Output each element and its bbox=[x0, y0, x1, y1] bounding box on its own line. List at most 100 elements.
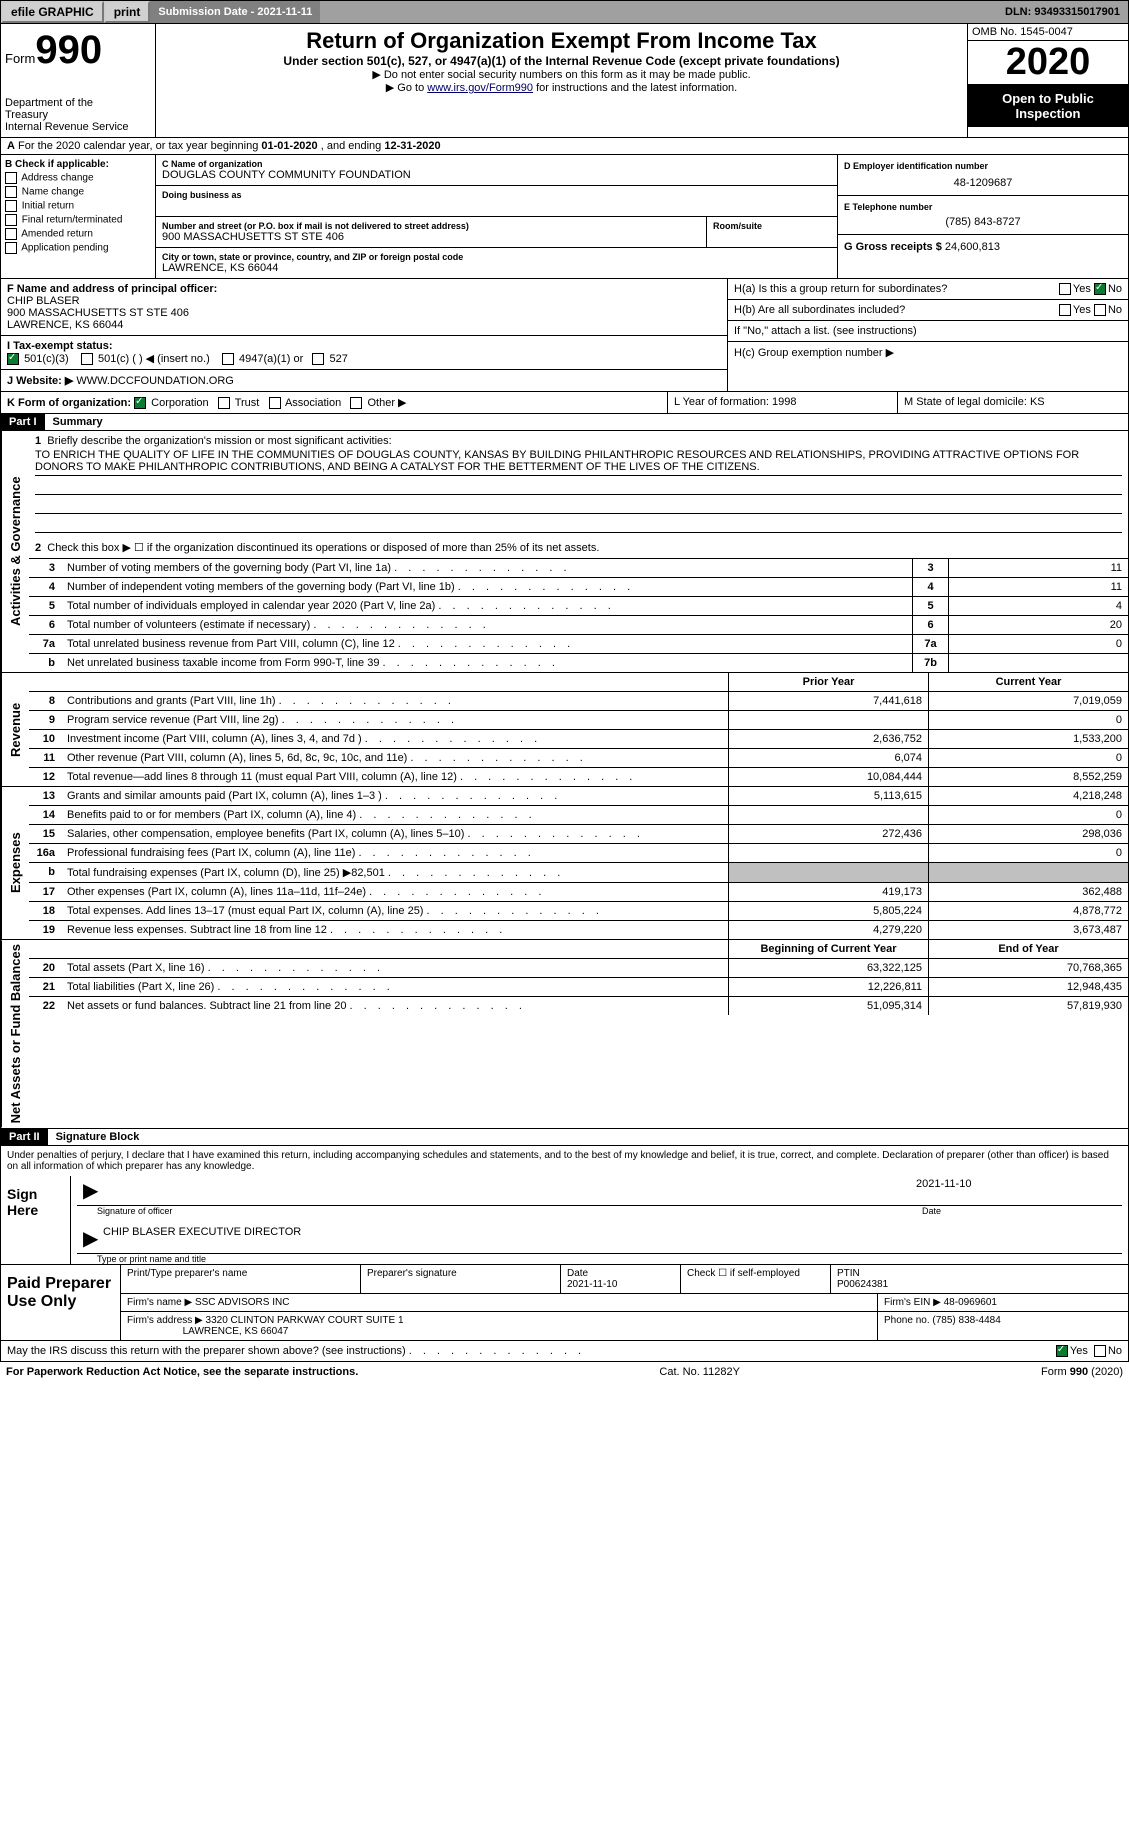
prep-date-val: 2021-11-10 bbox=[567, 1279, 617, 1290]
line-13: 13Grants and similar amounts paid (Part … bbox=[29, 787, 1128, 806]
j-lbl: J Website: ▶ bbox=[7, 375, 73, 387]
sig-officer-lbl: Signature of officer bbox=[97, 1206, 922, 1216]
g-lbl: G Gross receipts $ bbox=[844, 241, 942, 253]
k-lbl: K Form of organization: bbox=[7, 397, 131, 409]
phone-val: (785) 843-8727 bbox=[844, 216, 1122, 228]
city-lbl: City or town, state or province, country… bbox=[162, 252, 831, 262]
open-inspection: Open to Public Inspection bbox=[968, 85, 1128, 127]
omb-number: OMB No. 1545-0047 bbox=[968, 24, 1128, 41]
form-header: Form990 Department of theTreasuryInterna… bbox=[0, 24, 1129, 138]
firm-phone: (785) 838-4484 bbox=[932, 1315, 1000, 1326]
chk-trust[interactable] bbox=[218, 397, 230, 409]
summary-line-b: bNet unrelated business taxable income f… bbox=[29, 654, 1128, 672]
f-city: LAWRENCE, KS 66044 bbox=[7, 319, 721, 331]
paid-title: Paid Preparer Use Only bbox=[1, 1265, 121, 1340]
print-button[interactable]: print bbox=[104, 1, 151, 23]
ein-val: 48-1209687 bbox=[844, 177, 1122, 189]
form-id-cell: Form990 Department of theTreasuryInterna… bbox=[1, 24, 156, 137]
chk-amended[interactable]: Amended return bbox=[5, 228, 151, 240]
title-cell: Return of Organization Exempt From Incom… bbox=[156, 24, 968, 137]
chk-name-change[interactable]: Name change bbox=[5, 186, 151, 198]
part2-header: Part II Signature Block bbox=[0, 1129, 1129, 1146]
part1-num: Part I bbox=[1, 414, 45, 430]
chk-501c3[interactable] bbox=[7, 353, 19, 365]
line-16a: 16aProfessional fundraising fees (Part I… bbox=[29, 844, 1128, 863]
prep-name-lbl: Print/Type preparer's name bbox=[127, 1268, 247, 1279]
website-val: WWW.DCCFOUNDATION.ORG bbox=[76, 375, 233, 387]
firm-phone-lbl: Phone no. bbox=[884, 1315, 930, 1326]
chk-address-change[interactable]: Address change bbox=[5, 172, 151, 184]
chk-4947[interactable] bbox=[222, 353, 234, 365]
hb-yes[interactable] bbox=[1059, 304, 1071, 316]
line-15: 15Salaries, other compensation, employee… bbox=[29, 825, 1128, 844]
city-val: LAWRENCE, KS 66044 bbox=[162, 262, 831, 274]
inst2-post: for instructions and the latest informat… bbox=[533, 82, 737, 94]
chk-corp[interactable] bbox=[134, 397, 146, 409]
sig-name-lbl: Type or print name and title bbox=[71, 1254, 1128, 1264]
mission-text: TO ENRICH THE QUALITY OF LIFE IN THE COM… bbox=[35, 447, 1122, 476]
efile-button[interactable]: efile GRAPHIC bbox=[1, 1, 104, 23]
line-a-text: For the 2020 calendar year, or tax year … bbox=[18, 140, 441, 152]
section-revenue: RevenuePrior YearCurrent Year8Contributi… bbox=[0, 673, 1129, 787]
prep-sig-lbl: Preparer's signature bbox=[367, 1268, 457, 1279]
line-17: 17Other expenses (Part IX, column (A), l… bbox=[29, 883, 1128, 902]
irs-link[interactable]: www.irs.gov/Form990 bbox=[427, 82, 533, 94]
line-19: 19Revenue less expenses. Subtract line 1… bbox=[29, 921, 1128, 939]
m-state: M State of legal domicile: KS bbox=[898, 392, 1128, 413]
mission-blank-3 bbox=[35, 514, 1122, 533]
chk-other[interactable] bbox=[350, 397, 362, 409]
chk-501c[interactable] bbox=[81, 353, 93, 365]
f-lbl: F Name and address of principal officer: bbox=[7, 283, 721, 295]
section-expenses: Expenses13Grants and similar amounts pai… bbox=[0, 787, 1129, 940]
topbar: efile GRAPHIC print Submission Date - 20… bbox=[0, 0, 1129, 24]
form-number: 990 bbox=[35, 28, 102, 72]
firm-addr: 3320 CLINTON PARKWAY COURT SUITE 1 bbox=[206, 1315, 404, 1326]
subtitle: Under section 501(c), 527, or 4947(a)(1)… bbox=[160, 54, 963, 68]
prep-self-emp[interactable]: Check ☐ if self-employed bbox=[681, 1265, 831, 1293]
hb-no[interactable] bbox=[1094, 304, 1106, 316]
i-lbl: I Tax-exempt status: bbox=[7, 340, 113, 352]
side-label: Net Assets or Fund Balances bbox=[1, 940, 29, 1127]
hc-lbl: H(c) Group exemption number ▶ bbox=[728, 342, 1128, 363]
ha-yes[interactable] bbox=[1059, 283, 1071, 295]
section-bcdeg: B Check if applicable: Address change Na… bbox=[0, 155, 1129, 279]
line-a: A For the 2020 calendar year, or tax yea… bbox=[0, 138, 1129, 155]
summary-line-3: 3Number of voting members of the governi… bbox=[29, 559, 1128, 578]
part1-header: Part I Summary bbox=[0, 414, 1129, 431]
ptin-lbl: PTIN bbox=[837, 1268, 860, 1279]
section-b-checkboxes: B Check if applicable: Address change Na… bbox=[1, 155, 156, 278]
dba-val bbox=[162, 200, 831, 212]
ha-no[interactable] bbox=[1094, 283, 1106, 295]
hb-note: If "No," attach a list. (see instruction… bbox=[728, 321, 1128, 342]
chk-app-pending[interactable]: Application pending bbox=[5, 242, 151, 254]
mission-blank-1 bbox=[35, 476, 1122, 495]
discuss-yes[interactable] bbox=[1056, 1345, 1068, 1357]
chk-assoc[interactable] bbox=[269, 397, 281, 409]
line-10: 10Investment income (Part VIII, column (… bbox=[29, 730, 1128, 749]
summary-line-6: 6Total number of volunteers (estimate if… bbox=[29, 616, 1128, 635]
f-name: CHIP BLASER bbox=[7, 295, 721, 307]
main-title: Return of Organization Exempt From Incom… bbox=[160, 28, 963, 54]
instruction-1: ▶ Do not enter social security numbers o… bbox=[160, 68, 963, 81]
chk-initial-return[interactable]: Initial return bbox=[5, 200, 151, 212]
chk-final-return[interactable]: Final return/terminated bbox=[5, 214, 151, 226]
line-22: 22Net assets or fund balances. Subtract … bbox=[29, 997, 1128, 1015]
cat-no: Cat. No. 11282Y bbox=[659, 1366, 740, 1378]
chk-527[interactable] bbox=[312, 353, 324, 365]
b-title: B Check if applicable: bbox=[5, 159, 151, 170]
line-18: 18Total expenses. Add lines 13–17 (must … bbox=[29, 902, 1128, 921]
sig-date: 2021-11-10 bbox=[916, 1178, 1116, 1203]
tax-year: 2020 bbox=[968, 41, 1128, 85]
discuss-no[interactable] bbox=[1094, 1345, 1106, 1357]
side-activities: Activities & Governance bbox=[1, 431, 29, 672]
sig-name: CHIP BLASER EXECUTIVE DIRECTOR bbox=[103, 1226, 916, 1251]
line-9: 9Program service revenue (Part VIII, lin… bbox=[29, 711, 1128, 730]
instruction-2: ▶ Go to www.irs.gov/Form990 for instruct… bbox=[160, 81, 963, 94]
sign-here-lbl: Sign Here bbox=[1, 1176, 71, 1264]
mission-blank-2 bbox=[35, 495, 1122, 514]
form-ref: Form 990 (2020) bbox=[1041, 1366, 1123, 1378]
dept-treasury: Department of theTreasuryInternal Revenu… bbox=[5, 97, 151, 133]
room-lbl: Room/suite bbox=[713, 221, 831, 231]
firm-lbl: Firm's name ▶ bbox=[127, 1297, 192, 1308]
hb-lbl: H(b) Are all subordinates included? bbox=[734, 304, 905, 316]
